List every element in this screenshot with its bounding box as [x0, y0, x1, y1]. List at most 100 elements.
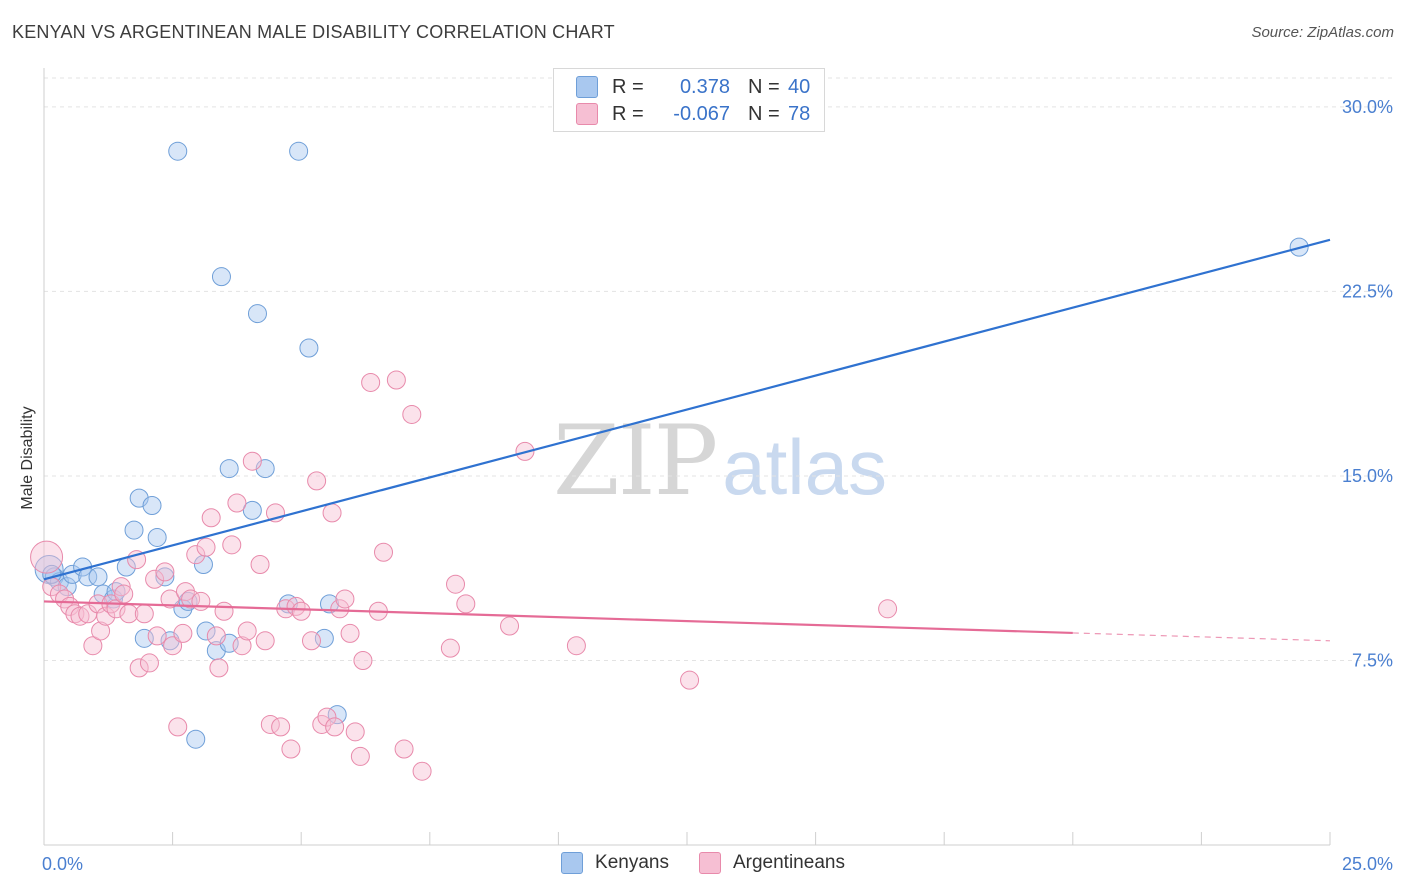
data-point — [111, 577, 131, 597]
data-point — [186, 729, 206, 749]
data-point — [201, 508, 221, 528]
legend-r-value: 0.378 — [679, 75, 730, 98]
data-point — [242, 451, 262, 471]
data-point — [206, 626, 226, 646]
y-tick-label: 15.0% — [1342, 466, 1393, 486]
data-point — [250, 555, 270, 575]
trend-line-kenyans — [43, 238, 1331, 581]
legend-row-kenyans: R = 0.378 N = 40 — [576, 74, 810, 100]
data-point — [340, 623, 360, 643]
data-point — [196, 537, 216, 557]
data-point — [196, 621, 216, 641]
data-point — [255, 631, 275, 651]
watermark-atlas: atlas — [722, 423, 887, 511]
data-point — [456, 594, 476, 614]
data-point — [242, 500, 262, 520]
tick-labels: 7.5% 15.0% 22.5% 30.0% 0.0% 25.0% — [42, 97, 1393, 874]
data-point — [191, 591, 211, 611]
data-point — [96, 606, 116, 626]
data-point — [209, 658, 229, 678]
data-point — [214, 601, 234, 621]
axes — [43, 68, 1331, 846]
data-point — [91, 621, 111, 641]
data-point — [168, 717, 188, 737]
bottom-legend-swatch-argentineans — [698, 852, 721, 874]
data-points — [30, 141, 1309, 781]
data-point — [402, 404, 422, 424]
data-point — [386, 370, 406, 390]
legend-box: R = 0.378 N = 40 R = -0.067 N = 78 — [553, 68, 825, 132]
bottom-legend-label-argentineans: Argentineans — [732, 852, 845, 873]
data-point — [155, 562, 175, 582]
data-point — [319, 594, 339, 614]
data-point — [247, 304, 267, 324]
data-point — [145, 569, 165, 589]
data-point — [361, 372, 381, 392]
data-point — [124, 520, 144, 540]
data-point — [83, 636, 103, 656]
trend-line-extension-argentineans — [1072, 632, 1331, 642]
y-tick-label: 30.0% — [1342, 97, 1393, 117]
data-point — [330, 599, 350, 619]
data-point — [237, 621, 257, 641]
data-point — [322, 503, 342, 523]
data-point — [173, 623, 193, 643]
y-tick-label: 7.5% — [1352, 650, 1393, 670]
series-argentineans — [30, 370, 898, 781]
data-point — [680, 670, 700, 690]
data-point — [350, 746, 370, 766]
x-tick-label: 0.0% — [42, 854, 83, 874]
data-point — [163, 636, 183, 656]
x-tick-label: 25.0% — [1342, 854, 1393, 874]
data-point — [129, 658, 149, 678]
data-point — [219, 459, 239, 479]
data-point — [222, 535, 242, 555]
data-point — [211, 267, 231, 287]
data-point — [30, 540, 64, 574]
data-point — [88, 567, 108, 587]
data-point — [160, 589, 180, 609]
data-point — [325, 717, 345, 737]
data-point — [317, 707, 337, 727]
data-point — [500, 616, 520, 636]
bottom-legend-argentineans[interactable]: Argentineans — [698, 852, 845, 874]
data-point — [440, 638, 460, 658]
data-point — [147, 527, 167, 547]
data-point — [335, 589, 355, 609]
bottom-legend-kenyans[interactable]: Kenyans — [561, 852, 669, 874]
data-point — [394, 739, 414, 759]
data-point — [353, 650, 373, 670]
legend-r-label: R = — [612, 102, 644, 125]
grid-lines — [44, 77, 1392, 661]
legend-r-label: R = — [612, 75, 644, 98]
data-point — [147, 626, 167, 646]
data-point — [291, 601, 311, 621]
legend-n-label: N = — [748, 75, 780, 98]
series-kenyans — [34, 141, 1309, 749]
bottom-legend: Kenyans Argentineans — [0, 852, 1406, 874]
data-point — [142, 495, 162, 515]
data-point — [412, 761, 432, 781]
data-point — [566, 636, 586, 656]
data-point — [446, 574, 466, 594]
data-point — [227, 493, 247, 513]
legend-n-value: 40 — [788, 75, 811, 98]
bottom-legend-swatch-kenyans — [561, 852, 584, 874]
y-tick-label: 22.5% — [1342, 281, 1393, 301]
data-point — [374, 542, 394, 562]
legend-n-label: N = — [748, 102, 780, 125]
data-point — [168, 141, 188, 161]
legend-swatch-argentineans — [576, 103, 598, 125]
data-point — [299, 338, 319, 358]
data-point — [281, 739, 301, 759]
data-point — [307, 471, 327, 491]
bottom-legend-label-kenyans: Kenyans — [595, 852, 669, 873]
data-point — [289, 141, 309, 161]
trend-line-argentineans — [43, 600, 1073, 635]
data-point — [878, 599, 898, 619]
trend-lines — [43, 238, 1331, 642]
data-point — [134, 604, 154, 624]
legend-r-value: -0.067 — [673, 102, 730, 125]
data-point — [57, 577, 77, 597]
